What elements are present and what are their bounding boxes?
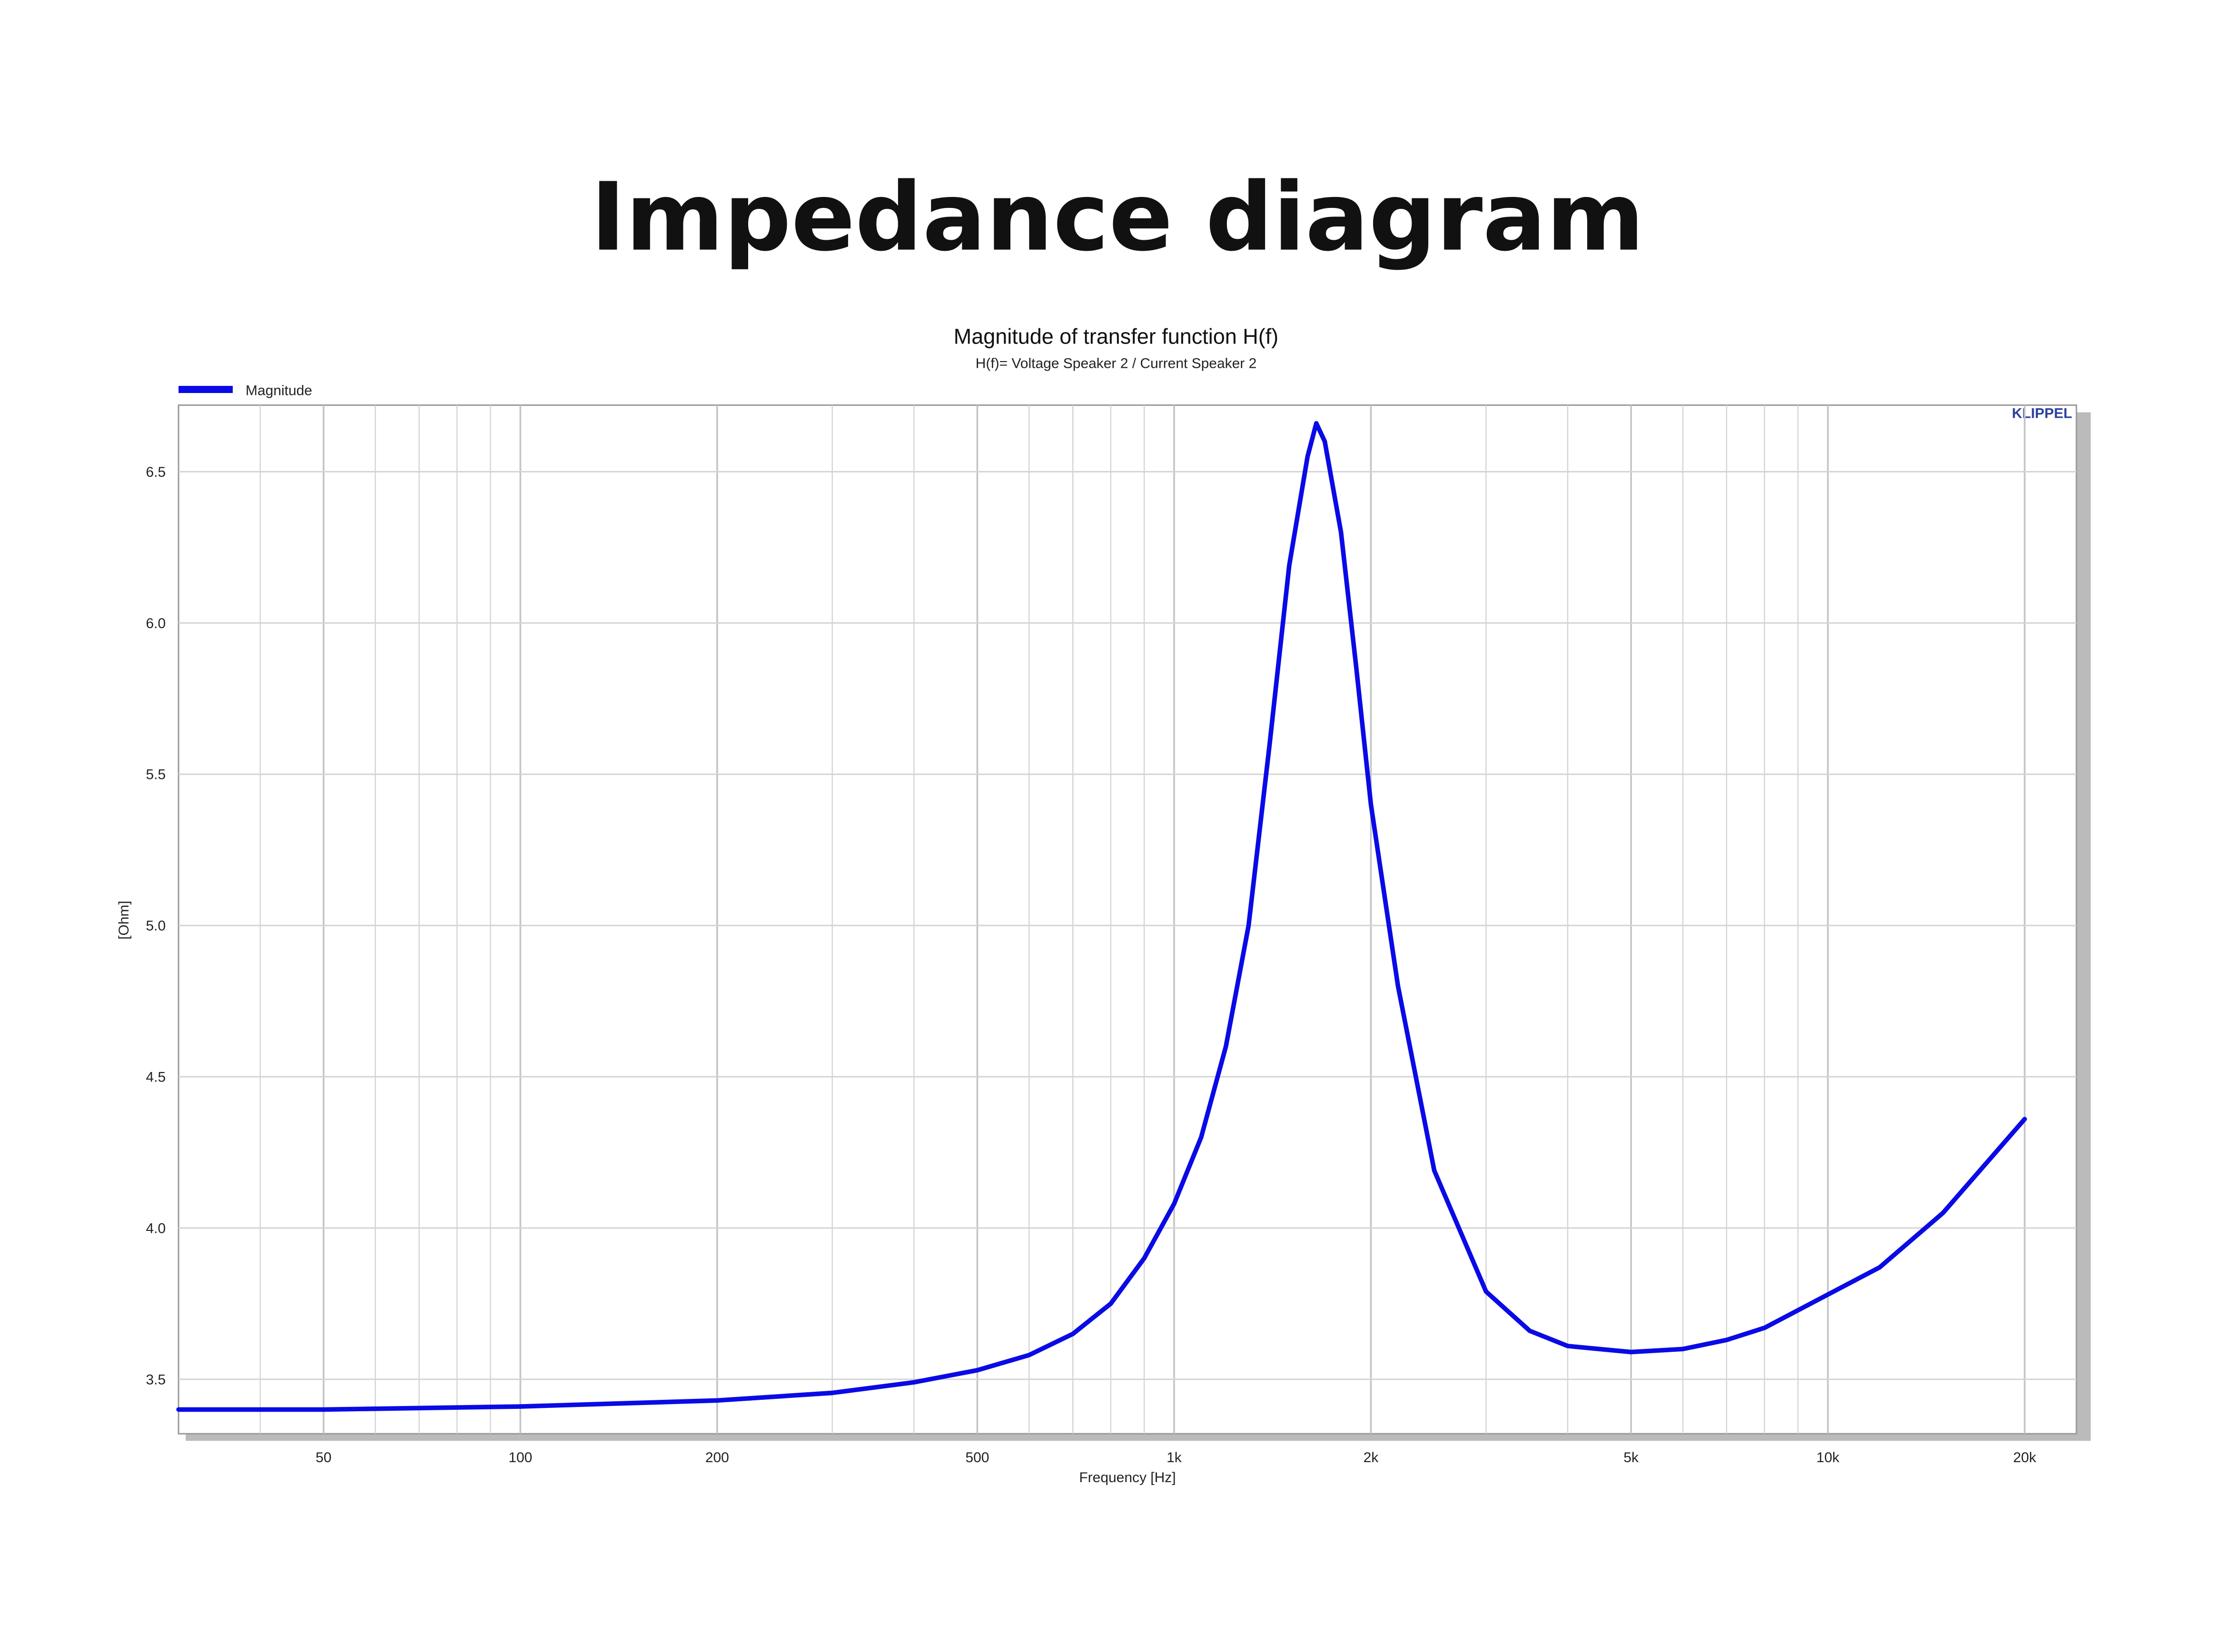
plot-area [178, 404, 2077, 1435]
chart-title: Magnitude of transfer function H(f) [954, 324, 1278, 349]
x-tick-label: 500 [965, 1450, 989, 1465]
y-tick-label: 6.0 [146, 616, 166, 631]
y-tick-label: 5.5 [146, 767, 166, 783]
y-tick-label: 4.0 [146, 1220, 166, 1236]
y-tick-label: 3.5 [146, 1372, 166, 1387]
x-tick-label: 200 [705, 1450, 729, 1465]
y-tick-label: 4.5 [146, 1070, 166, 1085]
page-heading: Impedance diagram [591, 162, 1644, 272]
y-tick-label: 6.5 [146, 464, 166, 480]
x-tick-label: 2k [1364, 1450, 1379, 1465]
y-tick-label: 5.0 [146, 918, 166, 934]
x-tick-label: 100 [508, 1450, 532, 1465]
x-tick-label: 10k [1816, 1450, 1839, 1465]
x-tick-label: 20k [2013, 1450, 2037, 1465]
watermark: KLIPPEL [2012, 405, 2072, 421]
x-tick-label: 1k [1167, 1450, 1182, 1465]
chart-subtitle: H(f)= Voltage Speaker 2 / Current Speake… [976, 356, 1257, 372]
y-axis-label: [Ohm] [116, 901, 132, 940]
x-axis-label: Frequency [Hz] [1079, 1470, 1176, 1485]
legend-label: Magnitude [246, 383, 312, 399]
data-line [176, 421, 2027, 1412]
x-tick-label: 50 [316, 1450, 331, 1465]
x-tick-label: 5k [1623, 1450, 1639, 1465]
